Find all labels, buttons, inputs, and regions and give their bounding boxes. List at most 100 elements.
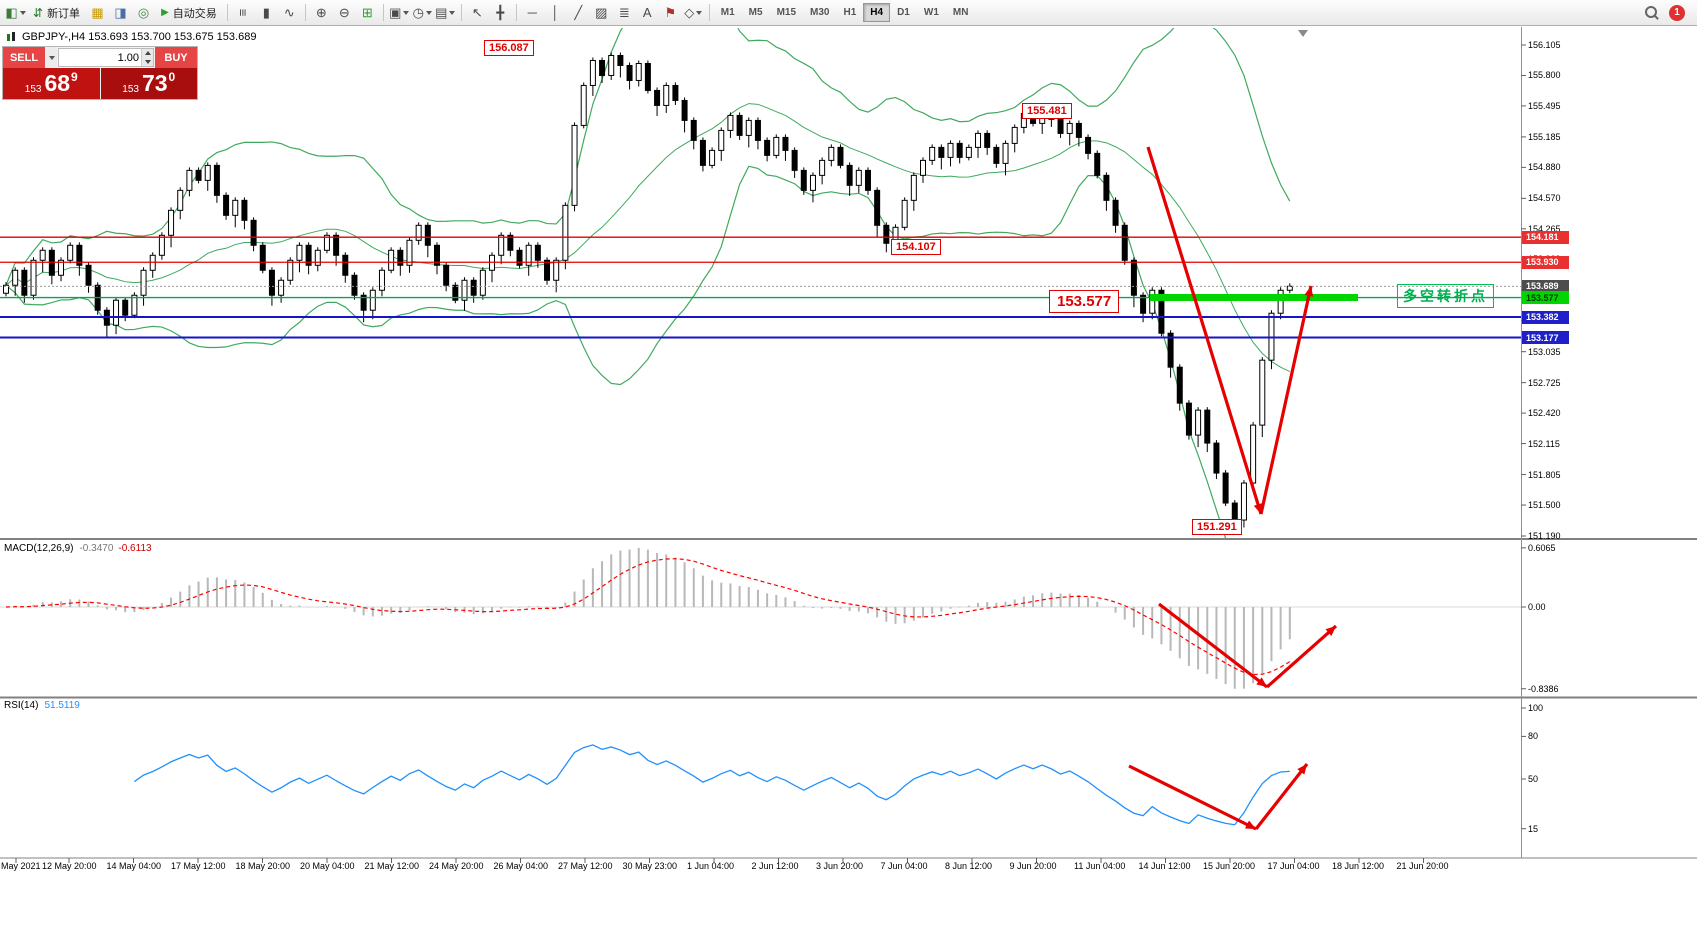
tf-button-M30[interactable]: M30 (810, 7, 830, 18)
tf-button-M5[interactable]: M5 (748, 7, 763, 18)
text-tool-icon[interactable]: A (642, 5, 652, 20)
time-axis-label: 2 Jun 12:00 (751, 861, 799, 871)
chart-shift-marker[interactable] (1298, 30, 1308, 37)
macd-arrows[interactable] (1158, 602, 1338, 689)
time-axis-label: 3 Jun 20:00 (816, 861, 864, 871)
macd-signal-line (5, 558, 1291, 676)
fibonacci-tool-icon[interactable]: ≣ (618, 4, 630, 20)
price-tick: 151.500 (1528, 500, 1561, 511)
rsi-line (134, 744, 1290, 826)
price-annotation-label[interactable]: 153.577 (1049, 290, 1120, 313)
rsi-scale-tick: 50 (1528, 774, 1539, 784)
tf-button-H1[interactable]: H1 (843, 7, 857, 18)
volume-input[interactable] (59, 49, 141, 66)
time-axis-label: 14 May 04:00 (106, 861, 162, 871)
play-icon: ▶ (161, 7, 169, 18)
sell-price-button[interactable]: 153 68 9 (3, 68, 100, 99)
rsi-label: RSI(14) 51.5119 (4, 700, 80, 711)
tf-button-W1[interactable]: W1 (923, 7, 939, 18)
rsi-scale-tick: 100 (1528, 703, 1544, 713)
time-axis-label: 24 May 20:00 (429, 861, 484, 871)
trade-menu-caret[interactable] (45, 47, 57, 68)
candlestick-chart-icon[interactable]: ▮ (262, 4, 270, 20)
time-axis-label: 17 May 12:00 (171, 861, 226, 871)
notification-badge[interactable]: 1 (1669, 4, 1685, 21)
chevron-down-icon (449, 10, 456, 15)
time-axis-label: 14 Jun 12:00 (1138, 861, 1191, 871)
toolbar: ◧ ⇵ 新订单 ▦ ◨ ◎ ▶ 自动交易 ≡ ▮ ∿ ⊕ ⊖ ⊞ ▣ ◷ ▤ ↖ ╋… (0, 0, 1697, 26)
step-up-icon[interactable] (141, 49, 153, 58)
price-annotation-label[interactable]: 156.087 (484, 40, 534, 56)
price-tick: 154.265 (1528, 223, 1561, 234)
step-down-icon[interactable] (141, 57, 153, 66)
time-axis-label: 21 May 12:00 (364, 861, 420, 871)
zoom-in-icon[interactable]: ⊕ (315, 4, 327, 20)
new-chart-icon[interactable]: ◧ (5, 3, 26, 23)
time-axis-label: 27 May 12:00 (558, 861, 613, 871)
time-axis-label: 12 May 20:00 (42, 861, 97, 871)
price-scale-box: 153.177 (1522, 331, 1569, 344)
timeframe-group: M1 M5 M15 M30 H1 H4 D1 W1 MN (714, 3, 976, 22)
trade-top-row: SELL BUY (3, 47, 197, 68)
line-chart-icon[interactable]: ∿ (283, 4, 295, 20)
profiles-icon[interactable]: ▣ (389, 3, 410, 23)
price-scale-box: 153.577 (1522, 291, 1569, 305)
time-axis-label: 26 May 04:00 (493, 861, 549, 871)
trendline-tool-icon[interactable]: ╱ (574, 4, 583, 20)
toolbar-separator (460, 4, 462, 21)
buy-price-button[interactable]: 153 73 0 (100, 68, 197, 99)
shapes-tool-icon[interactable]: ◇ (683, 3, 704, 23)
horizontal-lines[interactable] (0, 236, 1521, 339)
new-order-button[interactable]: ⇵ 新订单 (33, 5, 81, 20)
navigator-icon[interactable]: ◎ (137, 4, 150, 20)
toolbar-separator (515, 4, 517, 21)
macd-label: MACD(12,26,9) -0.3470 -0.6113 (4, 543, 152, 554)
volume-field-wrap (58, 48, 154, 67)
toolbar-separator (304, 4, 306, 21)
tf-button-M1[interactable]: M1 (720, 7, 735, 18)
bar-chart-icon[interactable]: ≡ (235, 8, 251, 17)
vline-tool-icon[interactable]: │ (551, 5, 560, 20)
crosshair-icon[interactable]: ╋ (496, 4, 505, 20)
price-scale-box: 153.689 (1522, 279, 1569, 293)
channel-tool-icon[interactable]: ▨ (595, 4, 608, 20)
market-watch-icon[interactable]: ▦ (91, 4, 104, 20)
tf-button-H4[interactable]: H4 (863, 3, 891, 22)
price-annotation-label[interactable]: 154.107 (891, 239, 941, 255)
sell-button[interactable]: SELL (3, 47, 45, 68)
tf-button-MN[interactable]: MN (952, 7, 969, 18)
volume-stepper[interactable] (141, 49, 153, 66)
trade-price-row: 153 68 9 153 73 0 (3, 68, 197, 99)
cursor-icon[interactable]: ↖ (471, 4, 483, 20)
trend-arrows[interactable] (1146, 146, 1314, 515)
search-icon[interactable] (1644, 5, 1659, 20)
price-annotation-label[interactable]: 155.481 (1022, 103, 1072, 119)
buy-button[interactable]: BUY (155, 47, 197, 68)
templates-icon[interactable]: ▤ (435, 3, 456, 23)
zoom-out-icon[interactable]: ⊖ (338, 4, 350, 20)
toolbar-separator (226, 4, 228, 21)
autotrade-button[interactable]: ▶ 自动交易 (161, 7, 217, 20)
rsi-scale-tick: 80 (1528, 731, 1539, 742)
tile-windows-icon[interactable]: ⊞ (361, 4, 373, 20)
tf-button-M15[interactable]: M15 (776, 7, 797, 18)
timeframes-menu-icon[interactable]: ◷ (412, 3, 433, 23)
price-tick: 154.880 (1528, 162, 1561, 173)
data-window-icon[interactable]: ◨ (114, 4, 127, 20)
price-tick: 155.800 (1528, 70, 1561, 81)
tf-button-D1[interactable]: D1 (897, 7, 910, 18)
price-tick: 151.190 (1528, 531, 1561, 541)
price-tick: 151.805 (1528, 469, 1561, 480)
arrows-tool-icon[interactable]: ⚑ (664, 4, 677, 20)
price-annotation-label[interactable]: 151.291 (1192, 519, 1242, 535)
time-axis-label: May 2021 (1, 861, 41, 871)
time-axis-label: 18 May 20:00 (235, 861, 291, 871)
turning-point-label[interactable]: 多空转折点 (1397, 284, 1494, 308)
time-axis-label: 17 Jun 04:00 (1267, 861, 1320, 871)
price-scale-box: 154.181 (1522, 230, 1569, 244)
hline-tool-icon[interactable]: ─ (527, 5, 537, 20)
rsi-arrows[interactable] (1128, 763, 1309, 831)
candles (3, 52, 1293, 531)
